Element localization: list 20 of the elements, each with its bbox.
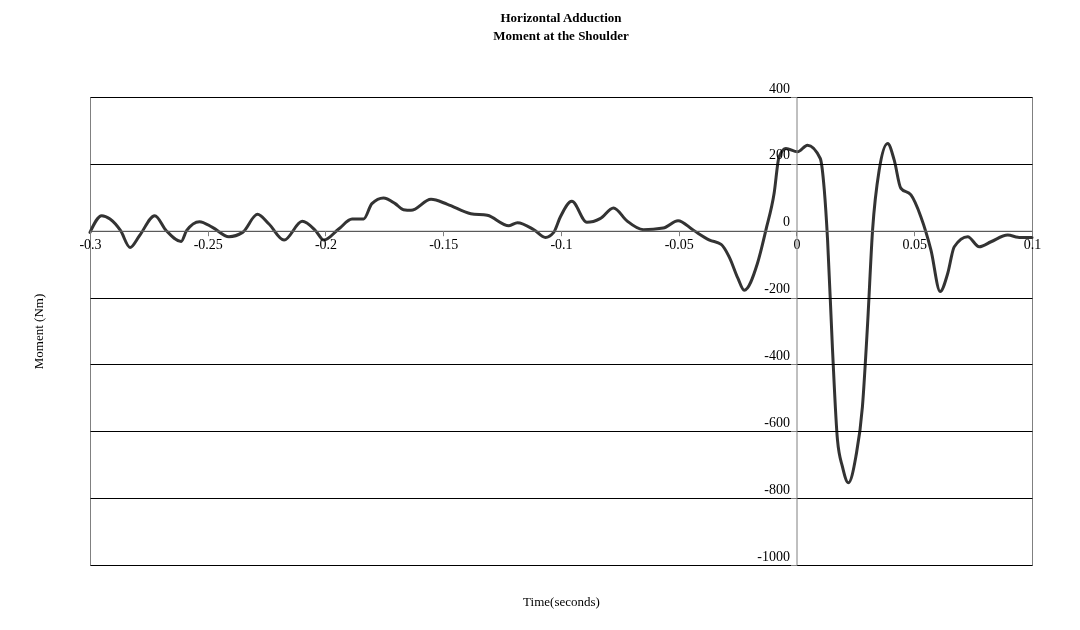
x-tick-label: -0.2 — [314, 237, 338, 253]
x-tick-label: 0.05 — [902, 237, 927, 253]
x-tick-label: 0 — [793, 237, 801, 253]
y-tick-label: -200 — [764, 281, 790, 297]
x-tick-label: -0.1 — [550, 237, 573, 253]
x-axis-title: Time(seconds) — [523, 593, 600, 609]
y-tick-label: -1000 — [757, 548, 790, 564]
y-tick-label: 400 — [769, 80, 790, 96]
x-tick-label: -0.15 — [429, 237, 459, 253]
y-axis-title: Moment (Nm) — [30, 293, 46, 370]
x-tick-label: -0.3 — [79, 237, 102, 253]
y-tick-label: -800 — [764, 481, 790, 497]
y-tick-label: 0 — [783, 214, 790, 230]
text: Horizontal Adduction — [500, 10, 622, 25]
y-tick-label: -600 — [764, 414, 790, 430]
x-tick-label: 0.1 — [1023, 237, 1042, 253]
x-tick-label: -0.25 — [193, 237, 223, 253]
text: Moment at the Shoulder — [493, 28, 629, 43]
y-tick-label: -400 — [764, 347, 790, 363]
x-tick-label: -0.05 — [664, 237, 694, 253]
